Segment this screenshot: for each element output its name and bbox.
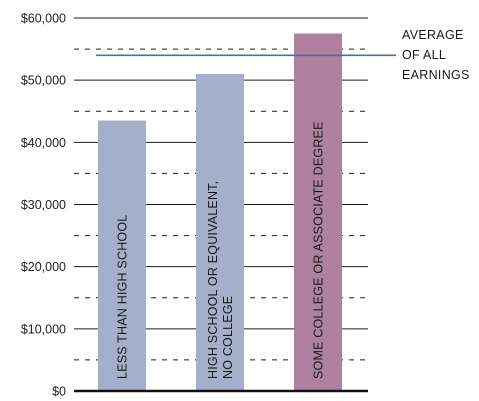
y-tick-label: $0: [52, 385, 66, 399]
y-tick-label: $60,000: [21, 12, 66, 26]
average-label: OF ALL: [402, 48, 446, 62]
y-axis-tick-labels: $0 $10,000 $20,000 $30,000 $40,000 $50,000 $60…: [21, 12, 66, 399]
average-label: AVERAGE: [402, 28, 464, 42]
bar-label: SOME COLLEGE OR ASSOCIATE DEGREE: [312, 121, 326, 379]
average-line-group: AVERAGE OF ALL EARNINGS: [96, 28, 470, 82]
bar-2: [196, 73, 244, 391]
bars: [98, 33, 342, 392]
y-tick-label: $30,000: [21, 198, 66, 212]
bar-label: HIGH SCHOOL OR EQUIVALENT,: [206, 181, 220, 379]
bar-label-group-3: SOME COLLEGE OR ASSOCIATE DEGREE: [312, 121, 326, 379]
y-tick-label: $20,000: [21, 260, 66, 274]
bar-3: [294, 33, 342, 392]
y-tick-label: $10,000: [21, 322, 66, 336]
y-tick-label: $40,000: [21, 136, 66, 150]
bar-label-group-1: LESS THAN HIGH SCHOOL: [116, 215, 130, 379]
bar-label: LESS THAN HIGH SCHOOL: [116, 215, 130, 379]
bar-1: [98, 120, 146, 391]
average-label: EARNINGS: [402, 68, 470, 82]
y-tick-label: $50,000: [21, 74, 66, 88]
bar-label-group-2: HIGH SCHOOL OR EQUIVALENT, NO COLLEGE: [206, 181, 235, 379]
bar-label: NO COLLEGE: [221, 296, 235, 379]
bar-category-labels: LESS THAN HIGH SCHOOL HIGH SCHOOL OR EQUI…: [116, 121, 326, 379]
